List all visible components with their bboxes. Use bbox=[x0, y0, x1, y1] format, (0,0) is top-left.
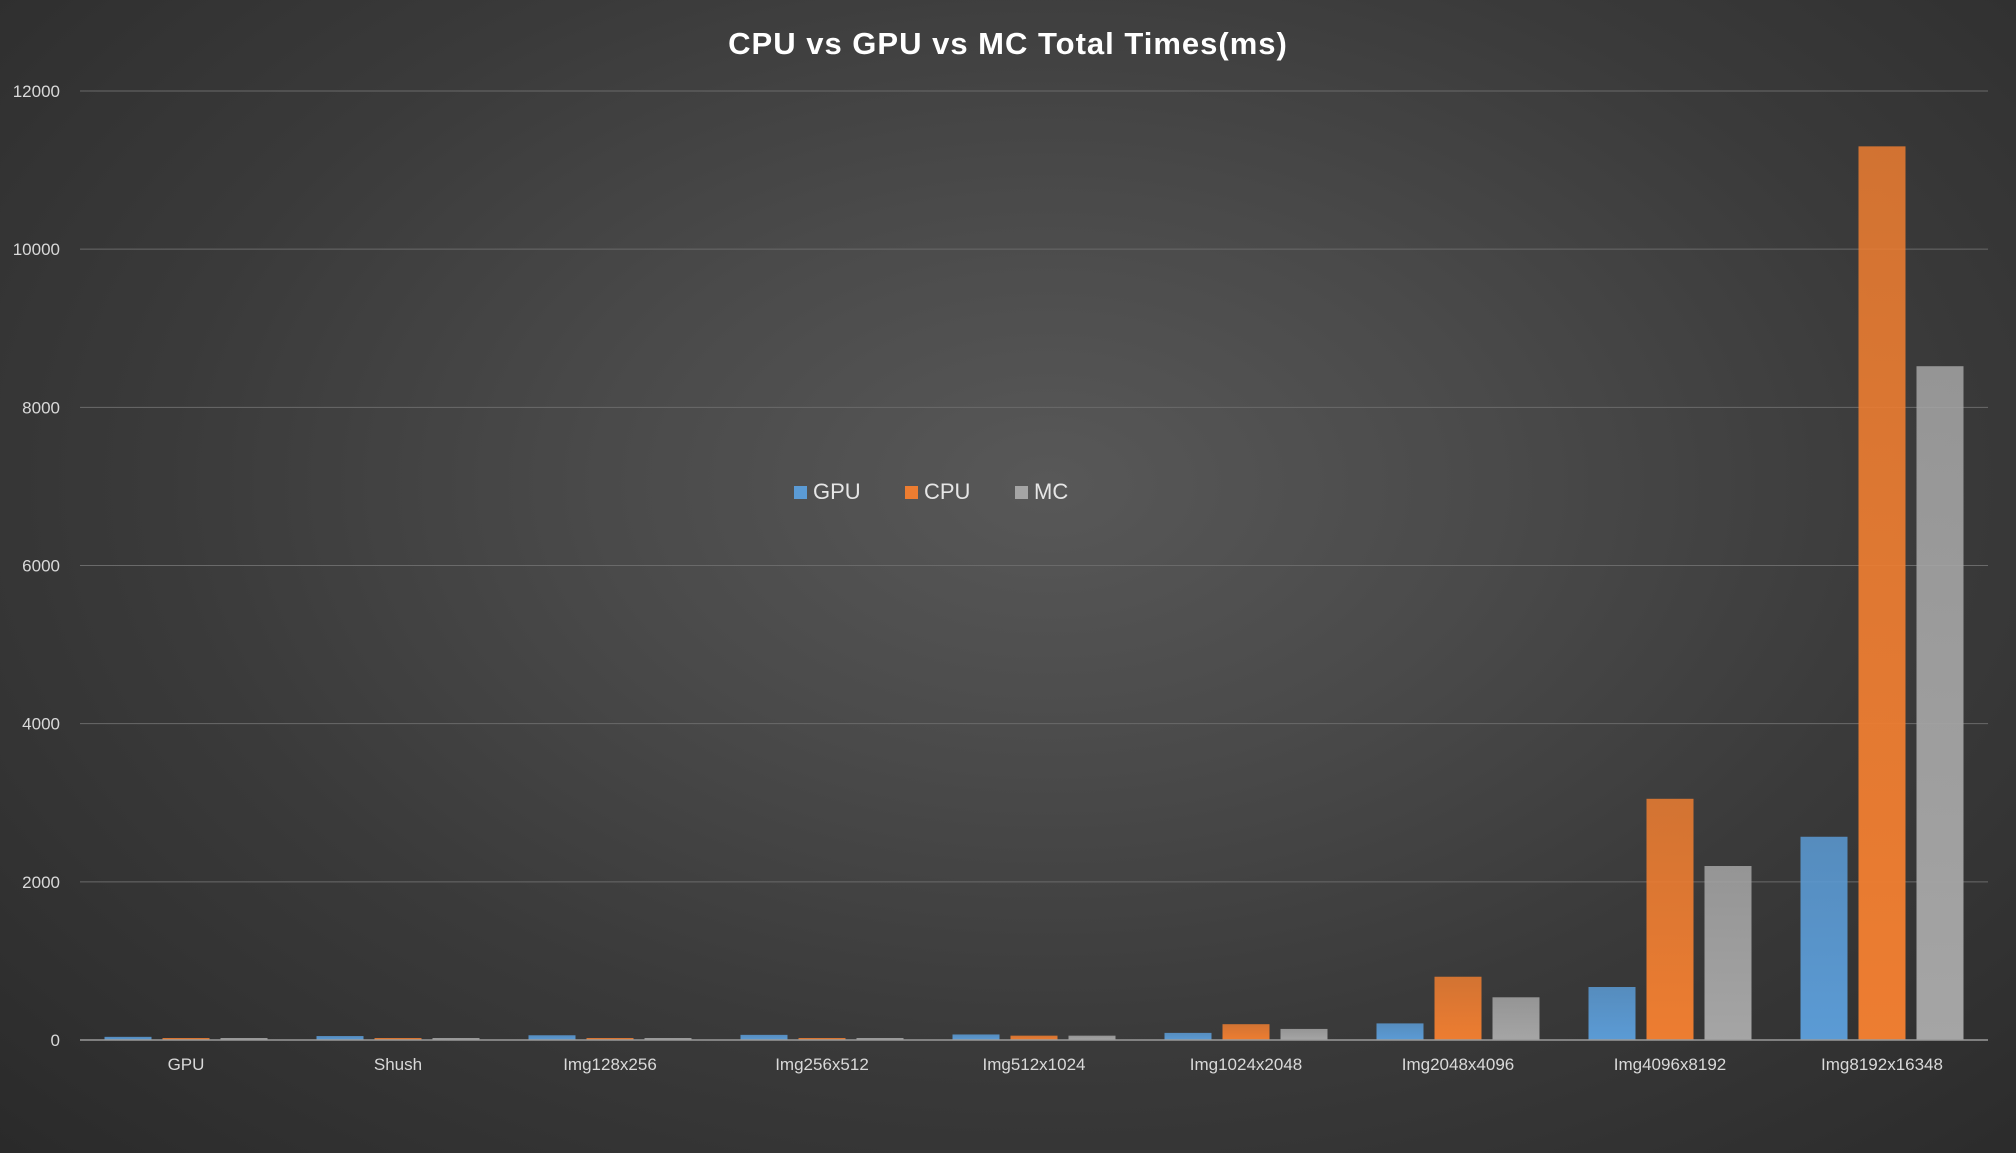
legend: GPU CPU MC bbox=[794, 479, 1068, 504]
bar-mc-gpu bbox=[220, 1038, 268, 1040]
bar-cpu-img512x1024 bbox=[1010, 1035, 1058, 1040]
bar-gpu-img512x1024 bbox=[952, 1034, 1000, 1040]
bar-gpu-img2048x4096 bbox=[1376, 1023, 1424, 1040]
bar-mc-img256x512 bbox=[856, 1038, 904, 1040]
bar-cpu-img256x512 bbox=[798, 1038, 846, 1040]
bars bbox=[104, 146, 1964, 1041]
bar-cpu-img8192x16348 bbox=[1858, 146, 1906, 1040]
bar-cpu-img1024x2048 bbox=[1222, 1024, 1270, 1040]
bar-mc-shush bbox=[432, 1038, 480, 1040]
y-tick-label: 10000 bbox=[13, 240, 60, 259]
x-category-label: Img2048x4096 bbox=[1402, 1055, 1514, 1074]
x-category-label: Img256x512 bbox=[775, 1055, 869, 1074]
legend-swatch-cpu bbox=[905, 486, 918, 499]
bar-mc-img128x256 bbox=[644, 1038, 692, 1040]
bar-cpu-img128x256 bbox=[586, 1038, 634, 1040]
x-category-label: Img4096x8192 bbox=[1614, 1055, 1726, 1074]
x-category-label: Img8192x16348 bbox=[1821, 1055, 1943, 1074]
bar-mc-img512x1024 bbox=[1068, 1035, 1116, 1040]
bar-cpu-gpu bbox=[162, 1038, 210, 1040]
y-tick-label: 12000 bbox=[13, 82, 60, 101]
bar-gpu-img8192x16348 bbox=[1800, 836, 1848, 1040]
bar-gpu-img1024x2048 bbox=[1164, 1032, 1212, 1040]
bar-gpu-gpu bbox=[104, 1036, 152, 1040]
x-category-label: Img512x1024 bbox=[982, 1055, 1085, 1074]
bar-cpu-img4096x8192 bbox=[1646, 798, 1694, 1040]
legend-label-cpu: CPU bbox=[924, 479, 970, 504]
x-category-label: GPU bbox=[168, 1055, 205, 1074]
y-tick-label: 8000 bbox=[22, 398, 60, 417]
bar-mc-img2048x4096 bbox=[1492, 997, 1540, 1040]
x-axis-categories: GPU Shush Img128x256 Img256x512 Img512x1024 I… bbox=[168, 1055, 1943, 1074]
y-axis-ticks: 0 2000 4000 6000 8000 10000 12000 bbox=[13, 82, 60, 1050]
bar-gpu-shush bbox=[316, 1036, 364, 1040]
legend-label-gpu: GPU bbox=[813, 479, 861, 504]
x-category-label: Img128x256 bbox=[563, 1055, 657, 1074]
y-tick-label: 0 bbox=[51, 1031, 60, 1050]
legend-label-mc: MC bbox=[1034, 479, 1068, 504]
y-tick-label: 6000 bbox=[22, 557, 60, 576]
bar-mc-img4096x8192 bbox=[1704, 866, 1752, 1040]
y-tick-label: 2000 bbox=[22, 873, 60, 892]
bar-cpu-shush bbox=[374, 1038, 422, 1040]
bar-gpu-img4096x8192 bbox=[1588, 987, 1636, 1040]
x-category-label: Shush bbox=[374, 1055, 422, 1074]
x-category-label: Img1024x2048 bbox=[1190, 1055, 1302, 1074]
bar-gpu-img256x512 bbox=[740, 1034, 788, 1040]
legend-swatch-mc bbox=[1015, 486, 1028, 499]
bar-mc-img8192x16348 bbox=[1916, 366, 1964, 1041]
chart-title: CPU vs GPU vs MC Total Times(ms) bbox=[728, 26, 1288, 61]
y-tick-label: 4000 bbox=[22, 715, 60, 734]
legend-swatch-gpu bbox=[794, 486, 807, 499]
bar-mc-img1024x2048 bbox=[1280, 1028, 1328, 1040]
bar-gpu-img128x256 bbox=[528, 1035, 576, 1040]
bar-cpu-img2048x4096 bbox=[1434, 976, 1482, 1040]
